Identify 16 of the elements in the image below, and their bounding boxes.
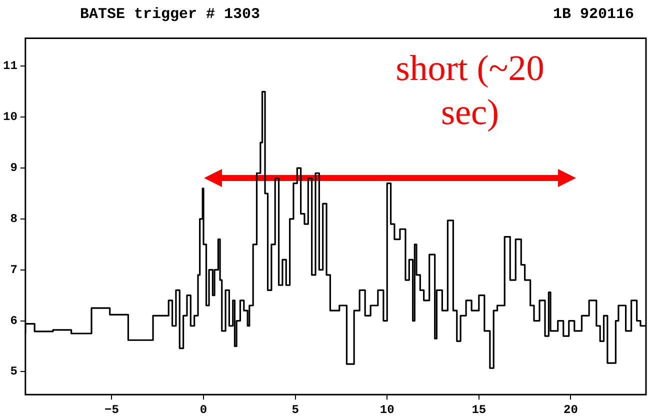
- x-tick-label: 10: [380, 402, 394, 417]
- x-tick-label: 0: [200, 402, 208, 417]
- annotation: short (~20 sec): [394, 47, 546, 134]
- x-tick-label: 5: [292, 402, 299, 417]
- y-tick-label: 7: [10, 262, 18, 277]
- chart-subtitle: 1B 920116: [552, 6, 634, 23]
- x-tick-label: 20: [564, 402, 578, 417]
- chart-title: BATSE trigger # 1303: [80, 6, 260, 23]
- y-tick-label: 5: [10, 364, 18, 379]
- x-tick-label: 15: [472, 402, 486, 417]
- x-tick-label: −5: [104, 402, 119, 417]
- y-tick-label: 11: [2, 59, 18, 74]
- y-tick-label: 9: [10, 161, 18, 176]
- y-tick-label: 8: [10, 212, 18, 226]
- y-tick-label: 10: [2, 110, 18, 124]
- y-tick-label: 6: [10, 314, 18, 328]
